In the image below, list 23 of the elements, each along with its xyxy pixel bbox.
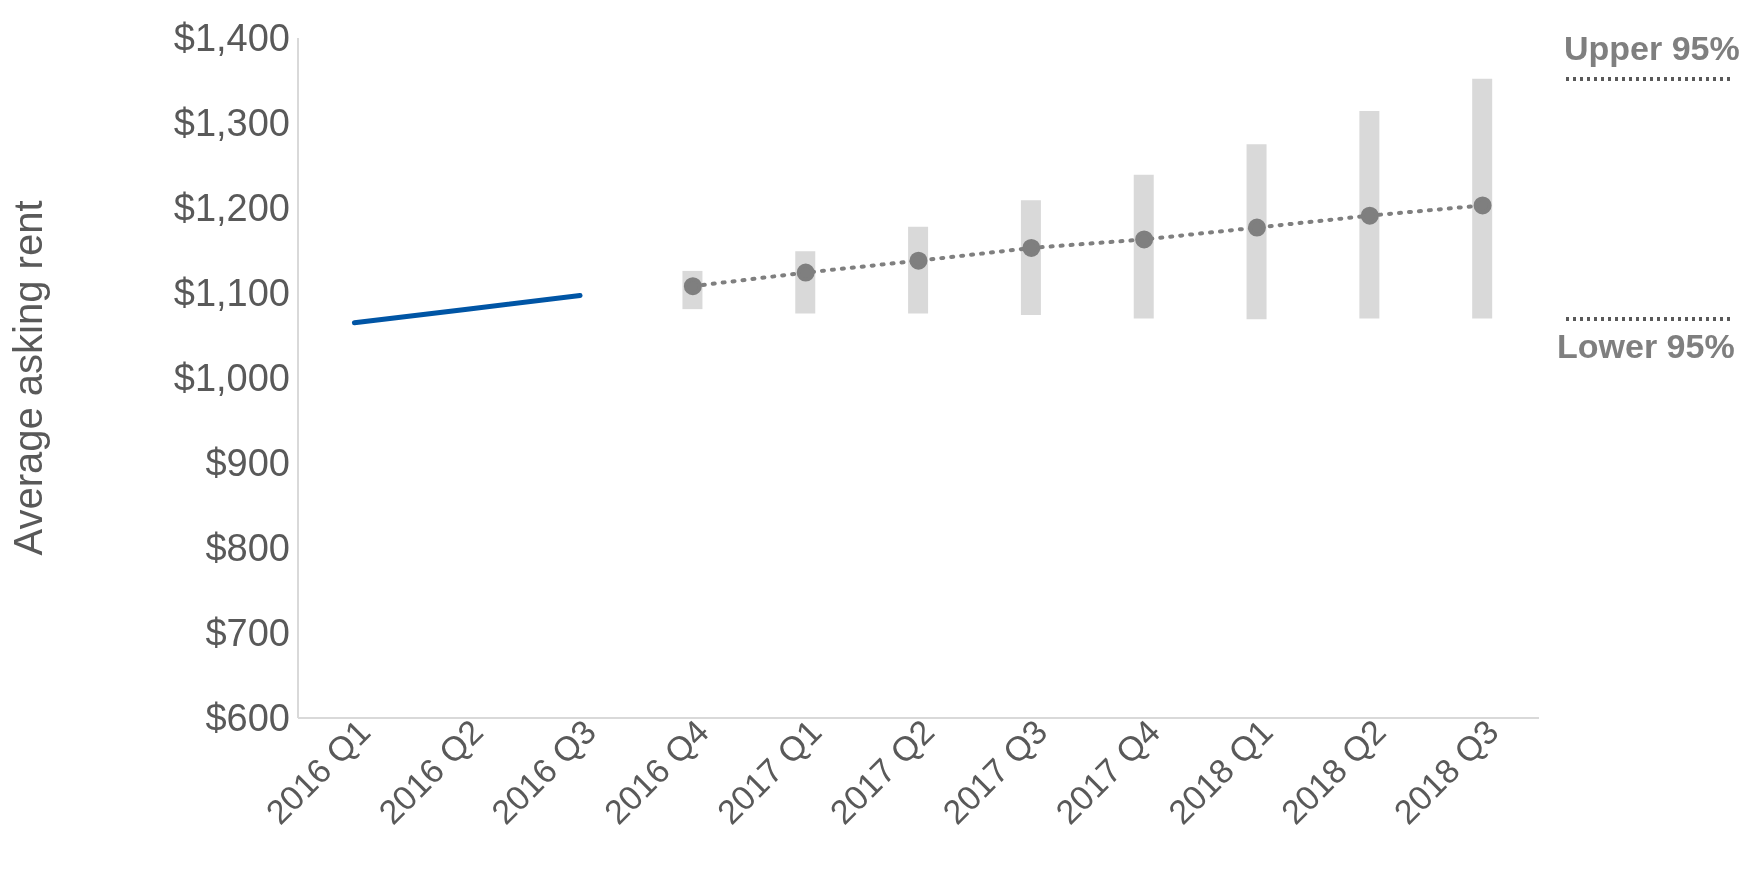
y-tick-label: $1,300 <box>173 102 290 145</box>
y-axis-title: Average asking rent <box>6 200 51 556</box>
point <box>796 263 815 282</box>
y-tick-label: $1,200 <box>173 187 290 230</box>
y-tick-label: $1,100 <box>173 272 290 315</box>
point <box>1135 230 1154 249</box>
text: Upper 95% <box>1564 28 1740 68</box>
y-tick-label: $1,000 <box>173 357 290 400</box>
point <box>1360 206 1379 225</box>
y-tick-label: $1,400 <box>173 17 290 60</box>
bar <box>1133 174 1154 319</box>
point <box>909 251 928 270</box>
point <box>1022 238 1041 257</box>
y-tick-label: $800 <box>205 527 290 570</box>
bar <box>1359 111 1380 319</box>
point <box>1473 196 1492 215</box>
y-tick-label: $900 <box>205 442 290 485</box>
point <box>1247 218 1266 237</box>
bar <box>1472 78 1493 319</box>
bar <box>1246 144 1267 320</box>
y-tick-label: $700 <box>205 612 290 655</box>
text: Lower 95% <box>1557 326 1735 366</box>
y-tick-label: $600 <box>205 697 290 740</box>
